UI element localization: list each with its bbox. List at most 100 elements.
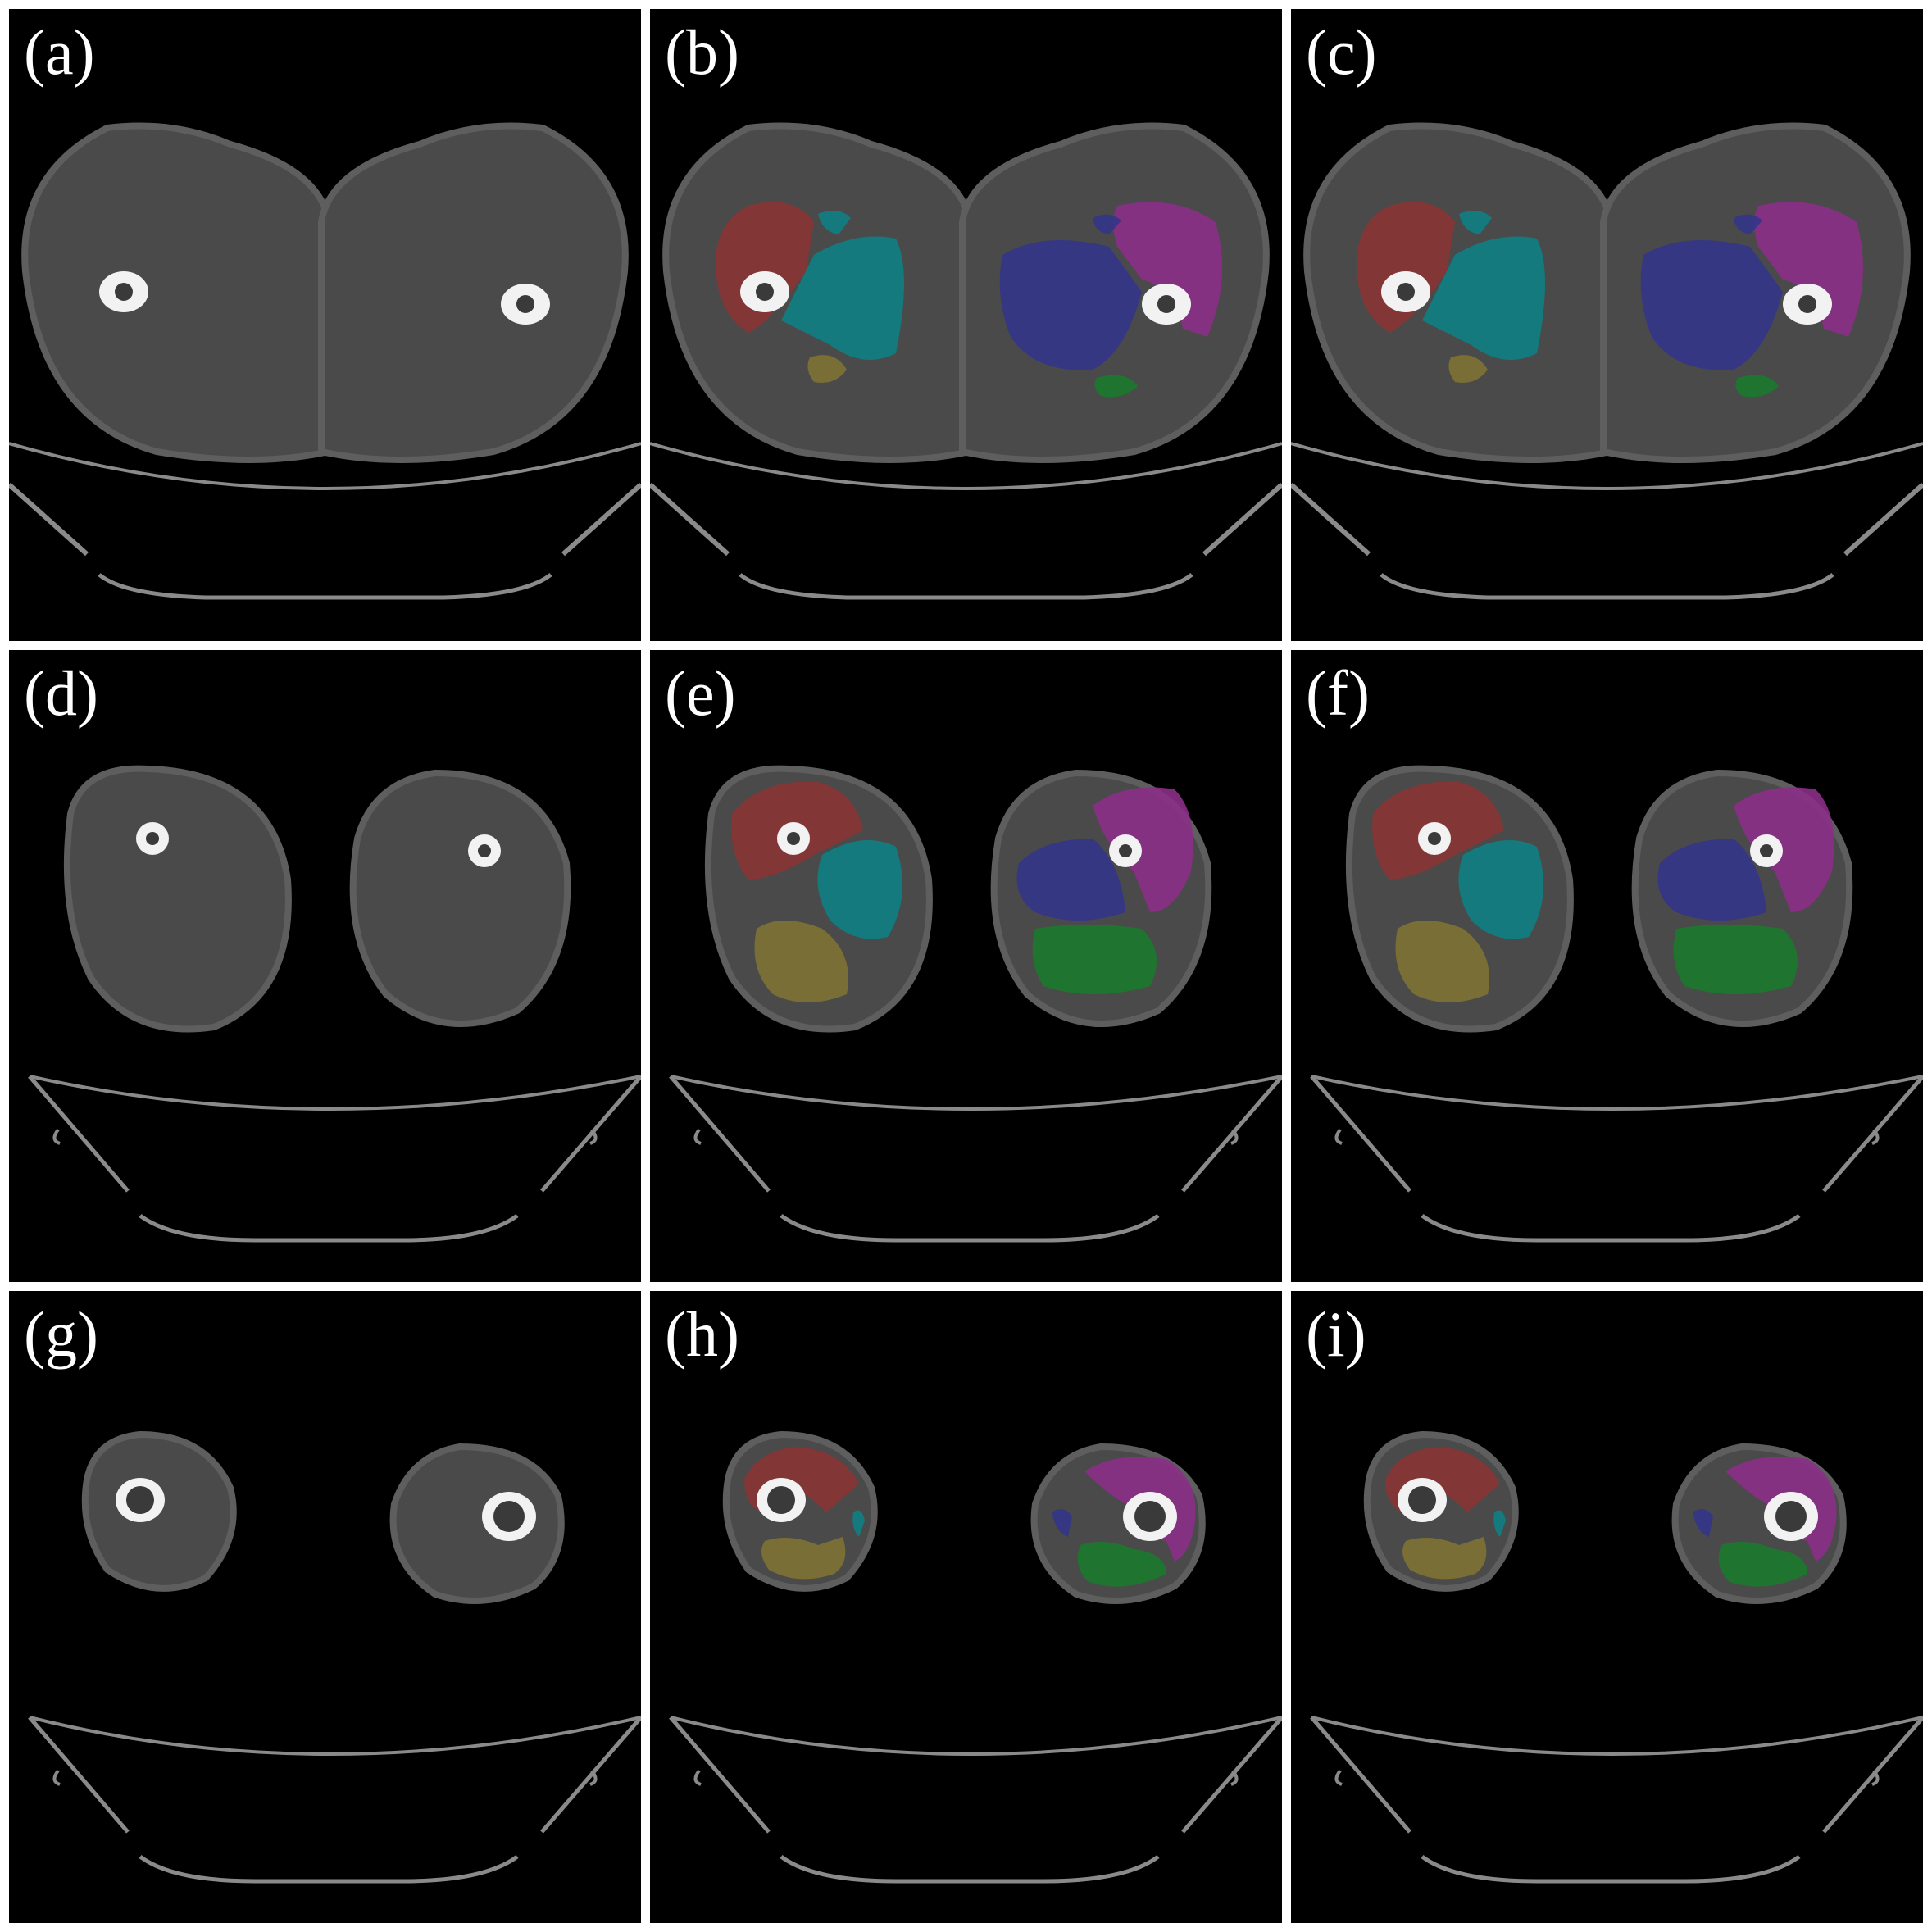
scanner-table	[739, 573, 1193, 600]
scanner-table	[9, 482, 89, 557]
scanner-table	[1181, 1075, 1282, 1193]
panel-f: (f)	[1291, 650, 1923, 1282]
panel-label: (h)	[665, 1298, 739, 1370]
femur-marrow	[1397, 283, 1415, 301]
scanner-table	[1311, 1716, 1923, 1756]
femur-marrow	[493, 1501, 525, 1532]
scanner-table	[1230, 1769, 1239, 1786]
muscle-segmentation-magenta	[1754, 202, 1863, 337]
femur-marrow	[1428, 832, 1441, 845]
panel-label: (i)	[1306, 1298, 1366, 1370]
muscle-segmentation-blue	[1657, 839, 1766, 921]
scanner-table	[1230, 1128, 1239, 1145]
scanner-table	[98, 573, 552, 600]
scanner-table	[670, 1075, 1282, 1111]
femur-marrow	[126, 1486, 154, 1514]
muscle-segmentation-blue	[1093, 214, 1121, 234]
muscle-segmentation-olive	[761, 1537, 846, 1580]
scanner-table	[670, 1716, 1282, 1756]
thigh-cross-section-left	[318, 122, 629, 463]
panel-b: (b)	[650, 9, 1282, 641]
panel-label: (g)	[24, 1298, 98, 1370]
muscle-segmentation-cyan	[817, 840, 902, 939]
ct-scan-image	[1310, 1430, 1923, 1884]
muscle-segmentation-cyan	[1459, 211, 1492, 234]
scanner-table	[1202, 482, 1282, 557]
ct-scan-image	[669, 765, 1282, 1243]
muscle-segmentation-red	[1357, 202, 1455, 333]
scanner-table	[1334, 1128, 1343, 1145]
ct-scan-image	[669, 1430, 1282, 1884]
femur-marrow	[1408, 1486, 1436, 1514]
muscle-segmentation-blue	[1016, 839, 1125, 921]
muscle-segmentation-magenta	[1093, 787, 1193, 912]
femur-marrow	[1775, 1501, 1807, 1532]
ct-scan-image	[28, 1430, 641, 1884]
muscle-segmentation-cyan	[818, 211, 851, 234]
panel-label: (a)	[24, 16, 95, 88]
thigh-cross-section-right	[21, 122, 332, 463]
panel-label: (c)	[1306, 16, 1377, 88]
muscle-segmentation-green	[1718, 1542, 1807, 1587]
scanner-table	[1291, 482, 1371, 557]
scanner-table	[1822, 1716, 1923, 1834]
muscle-segmentation-olive	[1402, 1537, 1487, 1580]
ct-scan-image	[28, 765, 641, 1243]
scanner-table	[29, 1075, 641, 1111]
scanner-table	[1871, 1769, 1880, 1786]
scanner-table	[1310, 1075, 1411, 1193]
panel-label: (b)	[665, 16, 739, 88]
scanner-table	[693, 1128, 702, 1145]
thigh-cross-section-left	[349, 769, 571, 1027]
scanner-table	[1421, 1213, 1801, 1243]
scanner-table	[540, 1075, 641, 1193]
scanner-table	[139, 1213, 519, 1243]
thigh-cross-section-left	[389, 1443, 565, 1604]
scanner-table	[1334, 1769, 1343, 1786]
muscle-segmentation-olive	[754, 921, 848, 1002]
muscle-segmentation-green	[1032, 925, 1157, 994]
muscle-segmentation-blue	[1693, 1509, 1713, 1537]
femur-marrow	[1760, 844, 1773, 857]
muscle-segmentation-red	[716, 202, 814, 333]
ct-scan-image	[9, 122, 641, 600]
femur-marrow	[1134, 1501, 1166, 1532]
femur-marrow	[146, 832, 159, 845]
femur-marrow	[516, 295, 534, 313]
ct-scan-image	[1310, 765, 1923, 1243]
panel-label: (f)	[1306, 657, 1370, 729]
muscle-segmentation-green	[1077, 1542, 1166, 1587]
muscle-segmentation-cyan	[1493, 1510, 1506, 1537]
scanner-table	[589, 1769, 598, 1786]
muscle-segmentation-blue	[1640, 240, 1783, 370]
panel-label: (d)	[24, 657, 98, 729]
scanner-table	[1291, 442, 1923, 490]
scanner-table	[669, 1075, 771, 1193]
scanner-table	[693, 1769, 702, 1786]
scanner-table	[1843, 482, 1923, 557]
scanner-table	[29, 1716, 641, 1756]
scanner-table	[669, 1716, 771, 1834]
panel-c: (c)	[1291, 9, 1923, 641]
muscle-segmentation-cyan	[1422, 236, 1545, 360]
panel-i: (i)	[1291, 1291, 1923, 1923]
muscle-segmentation-blue	[1734, 214, 1762, 234]
scanner-table	[1871, 1128, 1880, 1145]
muscle-segmentation-blue	[999, 240, 1142, 370]
muscle-segmentation-olive	[1395, 921, 1489, 1002]
muscle-segmentation-magenta	[1734, 787, 1834, 912]
muscle-segmentation-green	[1094, 375, 1138, 398]
muscle-segmentation-olive	[1448, 355, 1488, 383]
scanner-table	[650, 442, 1282, 490]
femur-marrow	[787, 832, 800, 845]
scanner-table	[28, 1716, 130, 1834]
scanner-table	[1380, 573, 1834, 600]
femur-marrow	[1119, 844, 1132, 857]
scanner-table	[52, 1769, 61, 1786]
femur-marrow	[1157, 295, 1175, 313]
panel-h: (h)	[650, 1291, 1282, 1923]
muscle-segmentation-cyan	[781, 236, 904, 360]
scanner-table	[1310, 1716, 1411, 1834]
panel-d: (d)	[9, 650, 641, 1282]
